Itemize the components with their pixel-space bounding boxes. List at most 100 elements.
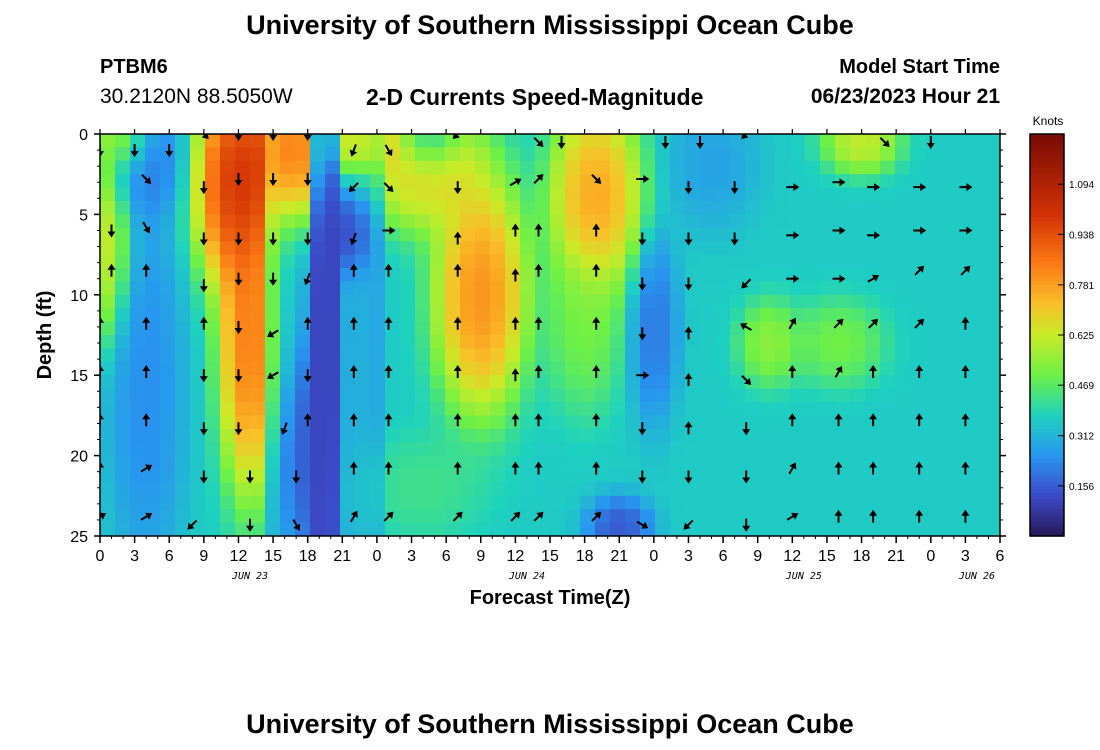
arrow-head	[246, 477, 254, 484]
current-arrow	[453, 413, 462, 427]
heatmap-cell	[985, 482, 1000, 497]
heatmap-cell	[595, 187, 611, 202]
heatmap-cell	[610, 227, 626, 242]
colorbar-segment	[1030, 469, 1064, 473]
heatmap-cell	[580, 482, 596, 497]
heatmap-cell	[130, 241, 146, 256]
colorbar-segment	[1030, 458, 1064, 463]
heatmap-cell	[310, 428, 326, 443]
heatmap-cell	[430, 321, 446, 336]
heatmap-cell	[175, 187, 191, 202]
heatmap-cell	[625, 147, 641, 162]
arrow-head	[234, 180, 243, 186]
heatmap-cell	[505, 254, 521, 269]
heatmap-cell	[895, 281, 911, 296]
heatmap-cell	[865, 241, 881, 256]
heatmap-cell	[190, 495, 206, 510]
heatmap-cell	[865, 147, 881, 162]
heatmap-cell	[310, 348, 326, 363]
heatmap-cell	[940, 174, 956, 189]
heatmap-cell	[490, 227, 506, 242]
heatmap-cell	[700, 147, 716, 162]
heatmap-cell	[460, 294, 476, 309]
heatmap-cell	[100, 415, 116, 430]
heatmap-cell	[490, 160, 506, 175]
heatmap-cell	[160, 495, 176, 510]
heatmap-cell	[430, 375, 446, 390]
heatmap-cell	[265, 308, 281, 323]
heatmap-cell	[550, 495, 566, 510]
heatmap-cell	[115, 522, 131, 536]
heatmap-cell	[100, 187, 116, 202]
heatmap-cell	[550, 241, 566, 256]
current-arrow	[509, 178, 522, 187]
heatmap-cell	[355, 227, 371, 242]
heatmap-cell	[520, 335, 536, 349]
heatmap-cell	[925, 241, 941, 256]
heatmap-cell	[250, 321, 266, 336]
heatmap-cell	[790, 335, 806, 349]
heatmap-cell	[355, 348, 371, 363]
heatmap-cell	[160, 214, 176, 229]
colorbar-segment	[1030, 268, 1064, 272]
heatmap-cell	[295, 455, 311, 470]
heatmap-cell	[715, 388, 731, 403]
heatmap-cell	[670, 469, 686, 483]
heatmap-cell	[715, 361, 731, 376]
heatmap-cell	[475, 428, 491, 443]
heatmap-cell	[235, 495, 251, 510]
heatmap-cell	[715, 308, 731, 323]
heatmap-cell	[610, 469, 626, 483]
heatmap-cell	[130, 321, 146, 336]
current-arrow	[269, 134, 278, 141]
current-arrow	[198, 134, 209, 139]
arrow-head	[917, 265, 925, 273]
heatmap-cell	[655, 160, 671, 175]
heatmap-cell	[445, 469, 461, 483]
current-arrow	[349, 365, 358, 378]
arrow-head	[201, 134, 209, 139]
heatmap-cell	[880, 227, 896, 242]
heatmap-cell	[280, 469, 296, 483]
heatmap-cell	[940, 495, 956, 510]
arrow-head	[348, 184, 356, 193]
heatmap-cell	[460, 201, 476, 215]
heatmap-cell	[970, 469, 986, 483]
heatmap-cell	[565, 388, 581, 403]
heatmap-cell	[865, 388, 881, 403]
heatmap-cell	[550, 321, 566, 336]
heatmap-cell	[400, 509, 416, 524]
heatmap-cell	[250, 388, 266, 403]
heatmap-cell	[250, 442, 266, 457]
heatmap-cell	[625, 268, 641, 282]
heatmap-cell	[625, 254, 641, 269]
heatmap-cell	[610, 509, 626, 524]
heatmap-cell	[265, 509, 281, 524]
heatmap-cell	[985, 428, 1000, 443]
heatmap-cell	[850, 308, 866, 323]
heatmap-cell	[565, 348, 581, 363]
heatmap-cell	[205, 160, 221, 175]
heatmap-cell	[430, 509, 446, 524]
heatmap-cell	[970, 174, 986, 189]
heatmap-cell	[430, 294, 446, 309]
heatmap-cell	[625, 495, 641, 510]
heatmap-cell	[160, 241, 176, 256]
heatmap-cell	[190, 187, 206, 202]
current-arrow	[741, 134, 752, 139]
heatmap-cell	[340, 348, 356, 363]
heatmap-cell	[250, 254, 266, 269]
heatmap-cell	[220, 214, 236, 229]
heatmap-cell	[490, 201, 506, 215]
heatmap-cell	[250, 214, 266, 229]
heatmap-cell	[475, 147, 491, 162]
heatmap-cell	[205, 469, 221, 483]
colorbar-segment	[1030, 472, 1064, 477]
heatmap-cell	[490, 241, 506, 256]
heatmap-cell	[910, 134, 926, 148]
heatmap-cell	[400, 428, 416, 443]
heatmap-cell	[355, 321, 371, 336]
current-arrow	[267, 329, 279, 338]
heatmap-cell	[610, 254, 626, 269]
arrow-head	[966, 226, 973, 235]
